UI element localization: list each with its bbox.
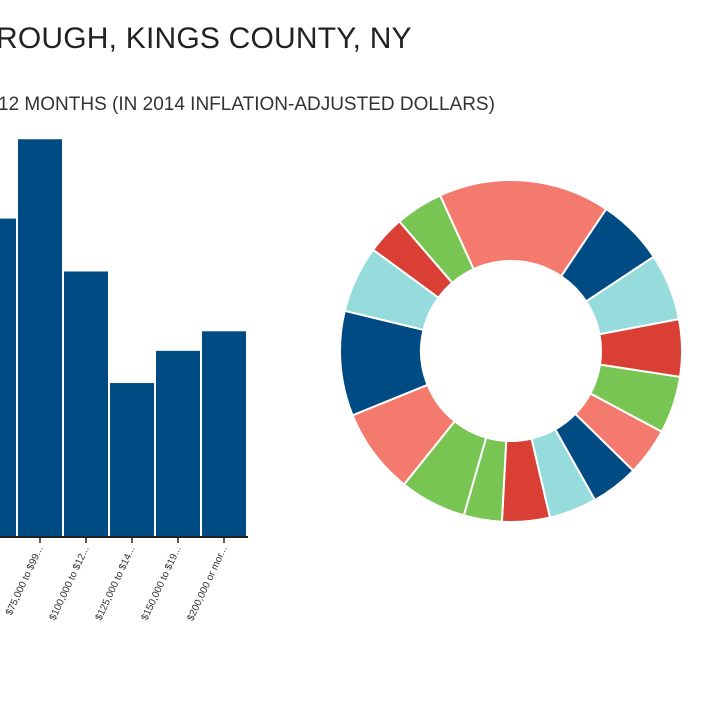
bar [0,218,16,536]
x-tick-label: $75,000 to $99... [4,545,46,618]
bar [64,271,108,536]
bar [156,350,200,536]
x-tick-label: $150,000 to $19... [140,545,184,623]
x-tick-label: $125,000 to $14... [94,545,138,623]
x-tick-label: $200,000 or mor... [185,545,229,623]
bar [110,383,154,536]
donut-slice [398,194,475,285]
page-subtitle: 12 MONTHS (IN 2014 INFLATION-ADJUSTED DO… [0,94,495,115]
bar [202,331,246,536]
x-tick-label: $100,000 to $12... [48,545,92,623]
bar-chart: $75,000 to $99... $100,000 to $12... $125,… [0,139,248,623]
donut-chart [339,179,683,523]
page-title: ROUGH, KINGS COUNTY, NY [0,22,412,55]
bar [18,139,62,536]
